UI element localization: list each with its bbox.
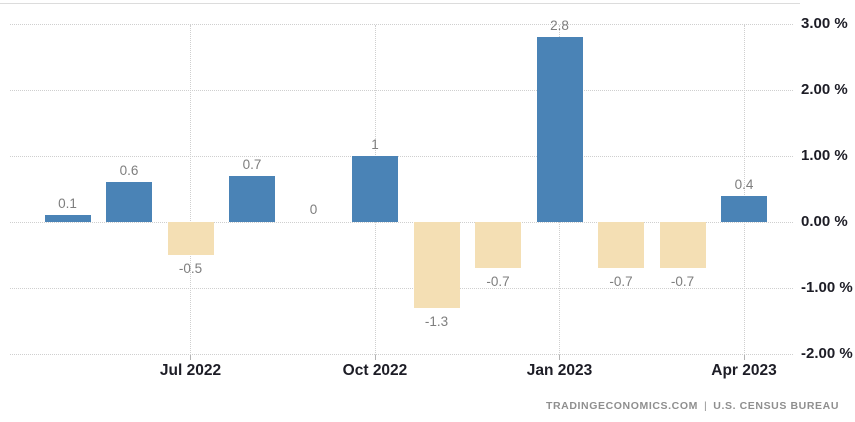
x-tick-label: Oct 2022 xyxy=(342,362,408,379)
bar-value-label: 0.4 xyxy=(734,176,754,192)
y-tick-label: 3.00 % xyxy=(801,15,848,32)
bar[interactable] xyxy=(598,222,644,269)
bar-value-label: -0.7 xyxy=(670,274,695,290)
h-gridline xyxy=(10,287,793,289)
bar-value-label: -1.3 xyxy=(424,313,449,329)
x-tick-mark xyxy=(743,355,745,360)
x-tick-mark xyxy=(374,355,376,360)
bar-value-label: -0.7 xyxy=(486,274,510,290)
bar[interactable] xyxy=(229,175,275,222)
attribution-org: U.S. CENSUS BUREAU xyxy=(713,400,839,412)
h-gridline xyxy=(10,353,793,355)
y-tick-label: -2.00 % xyxy=(801,345,853,362)
x-tick-mark xyxy=(190,355,191,360)
v-gridline xyxy=(743,24,745,355)
h-gridline xyxy=(10,89,793,91)
bar[interactable] xyxy=(659,222,706,269)
bar-value-label: 1 xyxy=(371,137,379,152)
bar[interactable] xyxy=(106,182,152,222)
h-gridline xyxy=(10,23,793,25)
x-tick-label: Jul 2022 xyxy=(159,362,222,379)
bar-value-label: -0.5 xyxy=(178,261,203,276)
bar[interactable] xyxy=(475,222,521,269)
bar[interactable] xyxy=(721,195,767,222)
bar-value-label: -0.7 xyxy=(609,274,633,290)
x-tick-label: Jan 2023 xyxy=(526,362,593,379)
bar-value-label: 0 xyxy=(309,202,318,217)
attribution-separator: | xyxy=(703,400,708,412)
bar[interactable] xyxy=(413,222,460,308)
h-gridline xyxy=(10,221,793,223)
y-tick-label: 1.00 % xyxy=(801,147,848,164)
bar[interactable] xyxy=(167,222,214,255)
h-gridline xyxy=(10,155,793,157)
y-tick-label: 2.00 % xyxy=(801,81,848,98)
bar-value-label: 0.1 xyxy=(58,196,77,212)
bar[interactable] xyxy=(536,37,583,222)
y-tick-label: -1.00 % xyxy=(801,279,853,296)
bar-value-label: 0.7 xyxy=(242,156,262,172)
x-tick-label: Apr 2023 xyxy=(711,362,777,379)
bar-value-label: 2.8 xyxy=(550,18,569,34)
chart-top-border xyxy=(0,3,800,4)
bar[interactable] xyxy=(352,156,398,222)
bar[interactable] xyxy=(44,215,91,222)
x-tick-mark xyxy=(559,355,560,360)
attribution-site: TRADINGECONOMICS.COM xyxy=(545,400,698,412)
bar-value-label: 0.6 xyxy=(119,163,139,179)
y-tick-label: 0.00 % xyxy=(801,213,848,230)
chart-attribution: TRADINGECONOMICS.COM | U.S. CENSUS BUREAU xyxy=(546,400,839,412)
v-gridline xyxy=(190,24,191,355)
